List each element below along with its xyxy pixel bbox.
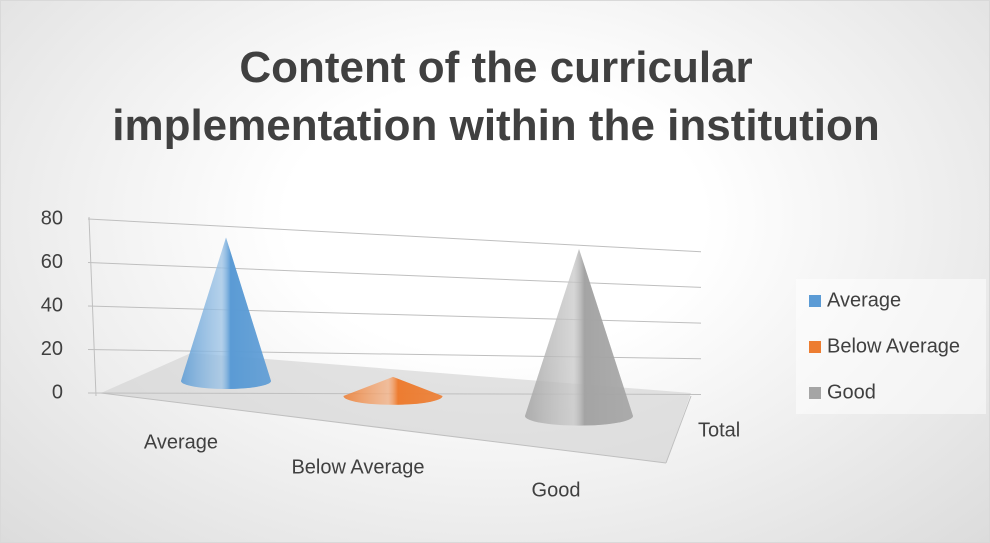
grid-line [87, 218, 702, 253]
cone [525, 248, 633, 426]
legend-label: Below Average [827, 335, 960, 357]
x-tick-label: Below Average [291, 456, 424, 478]
x-tick-label: Good [532, 479, 581, 501]
legend-swatch [809, 341, 821, 353]
grid-line [87, 305, 702, 324]
y-tick-label: 40 [41, 294, 63, 316]
x-tick-label: Average [144, 431, 218, 453]
legend-label: Good [827, 381, 876, 403]
legend-swatch [809, 387, 821, 399]
legend-box [796, 279, 986, 414]
y-tick-label: 0 [52, 381, 63, 403]
y-tick-label: 20 [41, 338, 63, 360]
legend-label: Average [827, 289, 901, 311]
cone [181, 237, 271, 389]
depth-tick-label: Total [698, 419, 740, 441]
floor-edge [100, 392, 667, 464]
y-tick-label: 80 [41, 207, 63, 229]
chart-title: Content of the curricular implementation… [112, 43, 880, 150]
cone [343, 376, 443, 405]
floor-edge [665, 395, 692, 464]
grid-line [87, 262, 702, 288]
y-tick-label: 60 [41, 251, 63, 273]
legend-swatch [809, 295, 821, 307]
